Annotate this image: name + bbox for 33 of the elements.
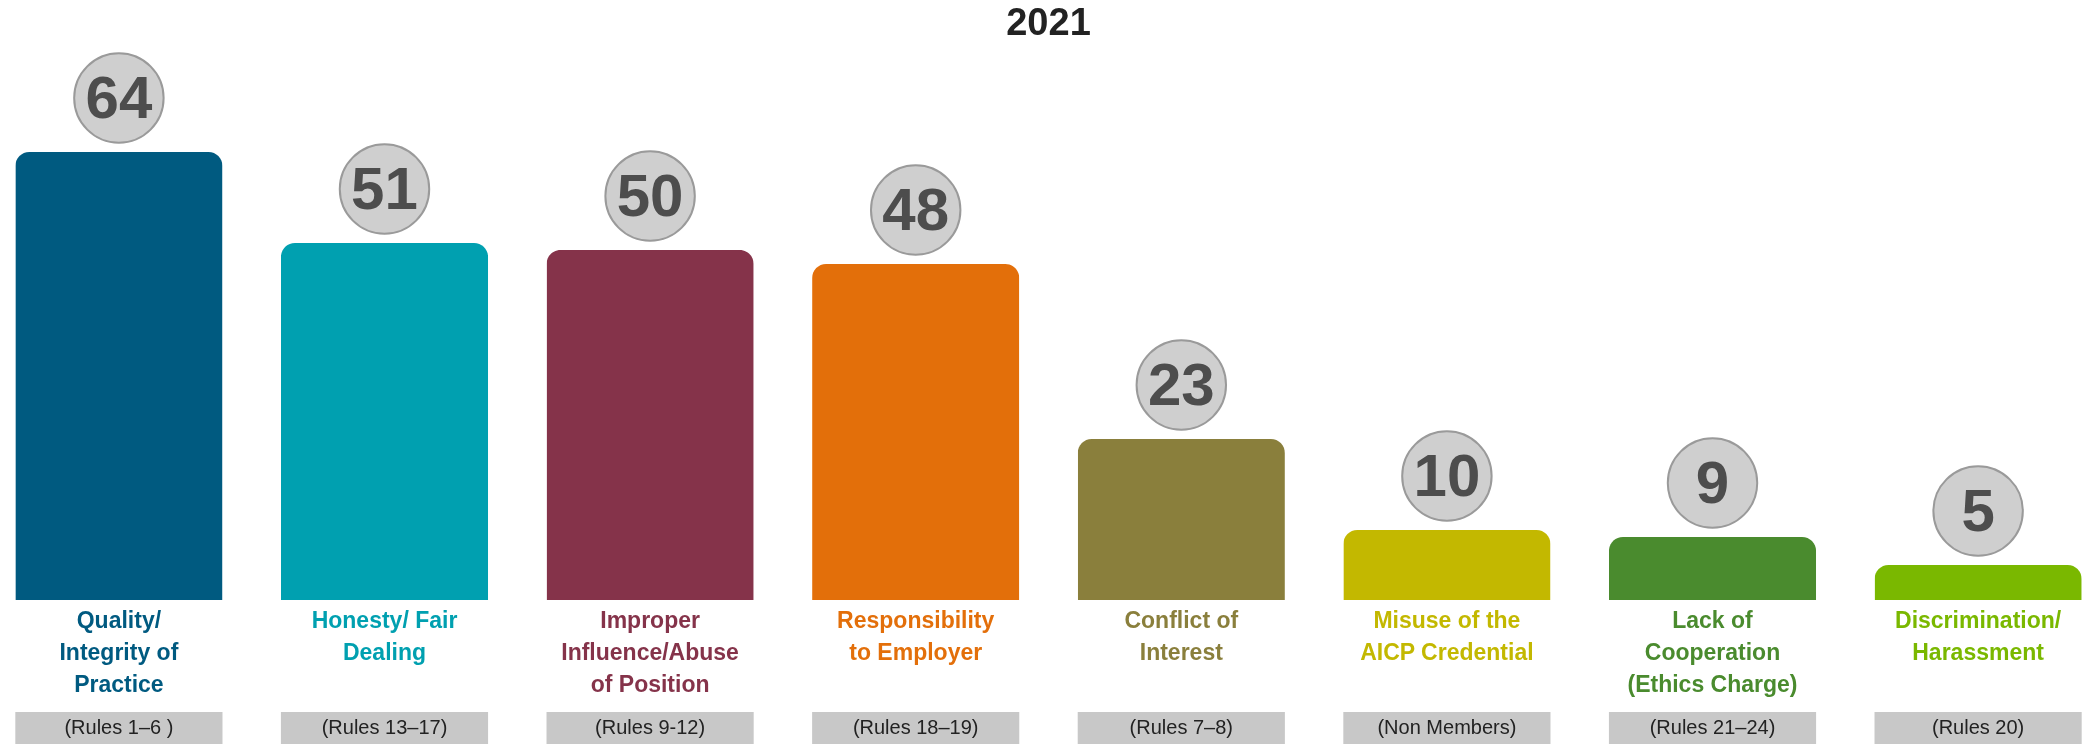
data-label: 51 <box>351 155 418 222</box>
bar <box>1343 530 1551 600</box>
x-tick-label: Discrimination/ Harassment <box>1895 607 2062 665</box>
bar <box>1077 439 1285 600</box>
bar <box>1874 565 2082 600</box>
bar <box>15 152 223 600</box>
chart-title: 2021 <box>1006 1 1091 43</box>
x-tick-label: Misuse of the AICP Credential <box>1360 607 1534 665</box>
bar <box>812 264 1020 600</box>
text: (Rules 20) <box>1931 716 2025 738</box>
x-tick-label: Honesty/ Fair Dealing <box>311 607 458 665</box>
data-label: 5 <box>1961 477 1995 544</box>
x-tick-label: Quality/ Integrity of Practice <box>59 607 179 697</box>
text: (Rules 21–24) <box>1649 716 1776 738</box>
text: (Rules 18–19) <box>852 716 979 738</box>
x-tick-label: Conflict of Interest <box>1124 607 1239 665</box>
text: (Rules 1–6 ) <box>64 716 174 738</box>
x-tick-label: Responsibility to Employer <box>837 607 995 665</box>
text: (Rules 9-12) <box>595 716 706 738</box>
text: (Non Members) <box>1377 716 1517 738</box>
data-label: 64 <box>85 64 153 131</box>
x-tick-label: Improper Influence/Abuse of Position <box>561 607 739 697</box>
data-label: 10 <box>1413 442 1481 509</box>
data-label: 23 <box>1147 351 1215 418</box>
data-label: 9 <box>1695 449 1730 516</box>
bar <box>280 243 489 600</box>
text: (Rules 13–17) <box>321 716 448 738</box>
x-tick-label: Lack of Cooperation (Ethics Charge) <box>1627 607 1798 697</box>
bar <box>546 250 754 600</box>
data-label: 50 <box>616 162 684 229</box>
text: (Rules 7–8) <box>1129 716 1233 738</box>
bar <box>1608 537 1817 600</box>
data-label: 48 <box>882 176 950 243</box>
